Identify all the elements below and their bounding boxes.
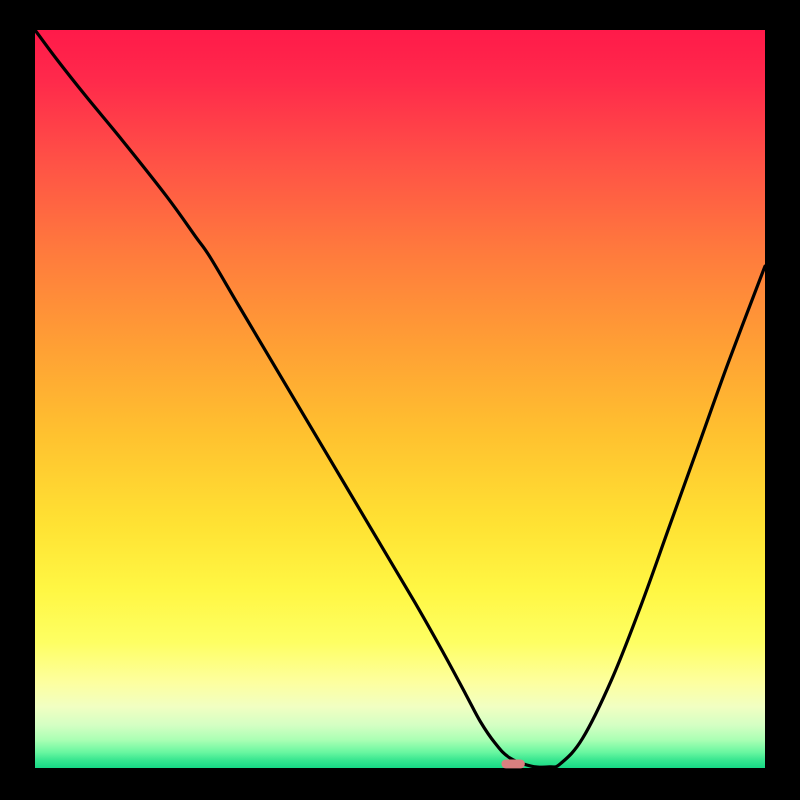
- optimal-point-marker: [501, 760, 524, 769]
- plot-background: [35, 30, 765, 768]
- bottleneck-curve-chart: [0, 0, 800, 800]
- chart-frame: TheBottleneck.com: [0, 0, 800, 800]
